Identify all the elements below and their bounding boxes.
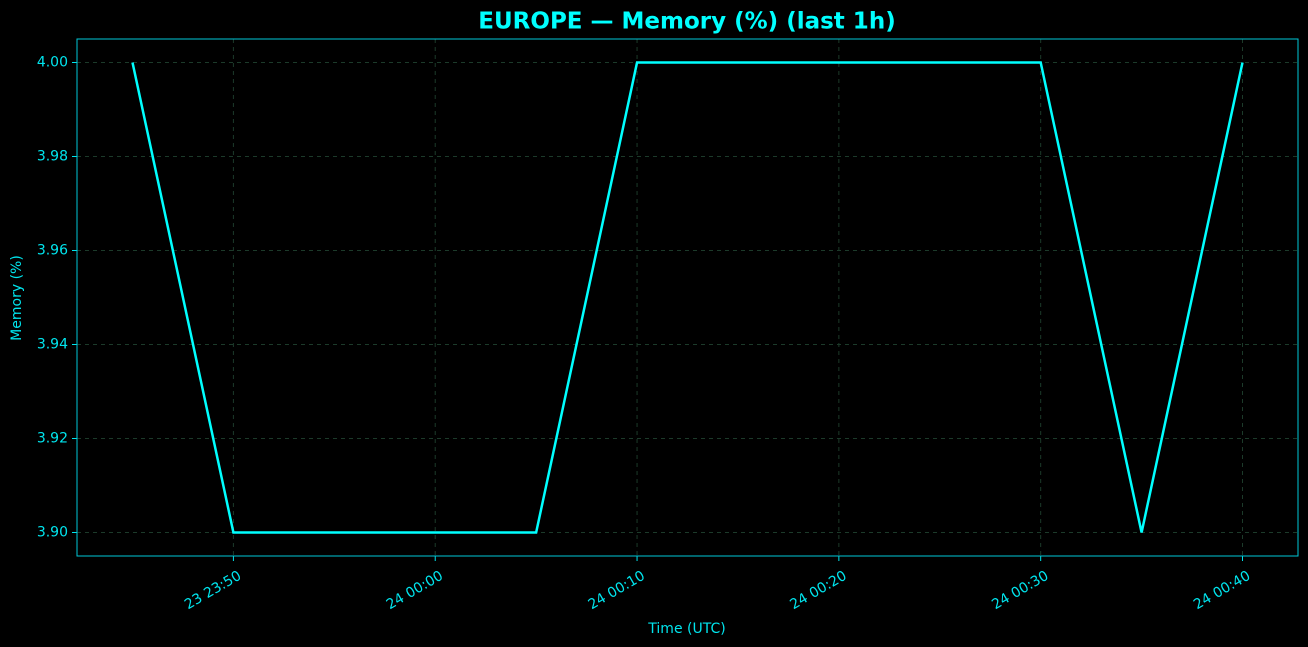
plot-frame: [76, 38, 1299, 557]
data-line: [131, 61, 1244, 534]
y-axis-label: Memory (%): [9, 255, 25, 341]
x-axis-label: Time (UTC): [647, 621, 725, 637]
y-tick-label: 3.98: [37, 149, 68, 165]
y-tick-label: 4.00: [37, 55, 68, 71]
chart-title: EUROPE — Memory (%) (last 1h): [478, 9, 895, 35]
y-tick-label: 3.90: [37, 525, 68, 541]
y-tick-label: 3.94: [37, 337, 68, 353]
y-tick-label: 3.96: [37, 243, 68, 259]
y-tick-label: 3.92: [37, 431, 68, 447]
